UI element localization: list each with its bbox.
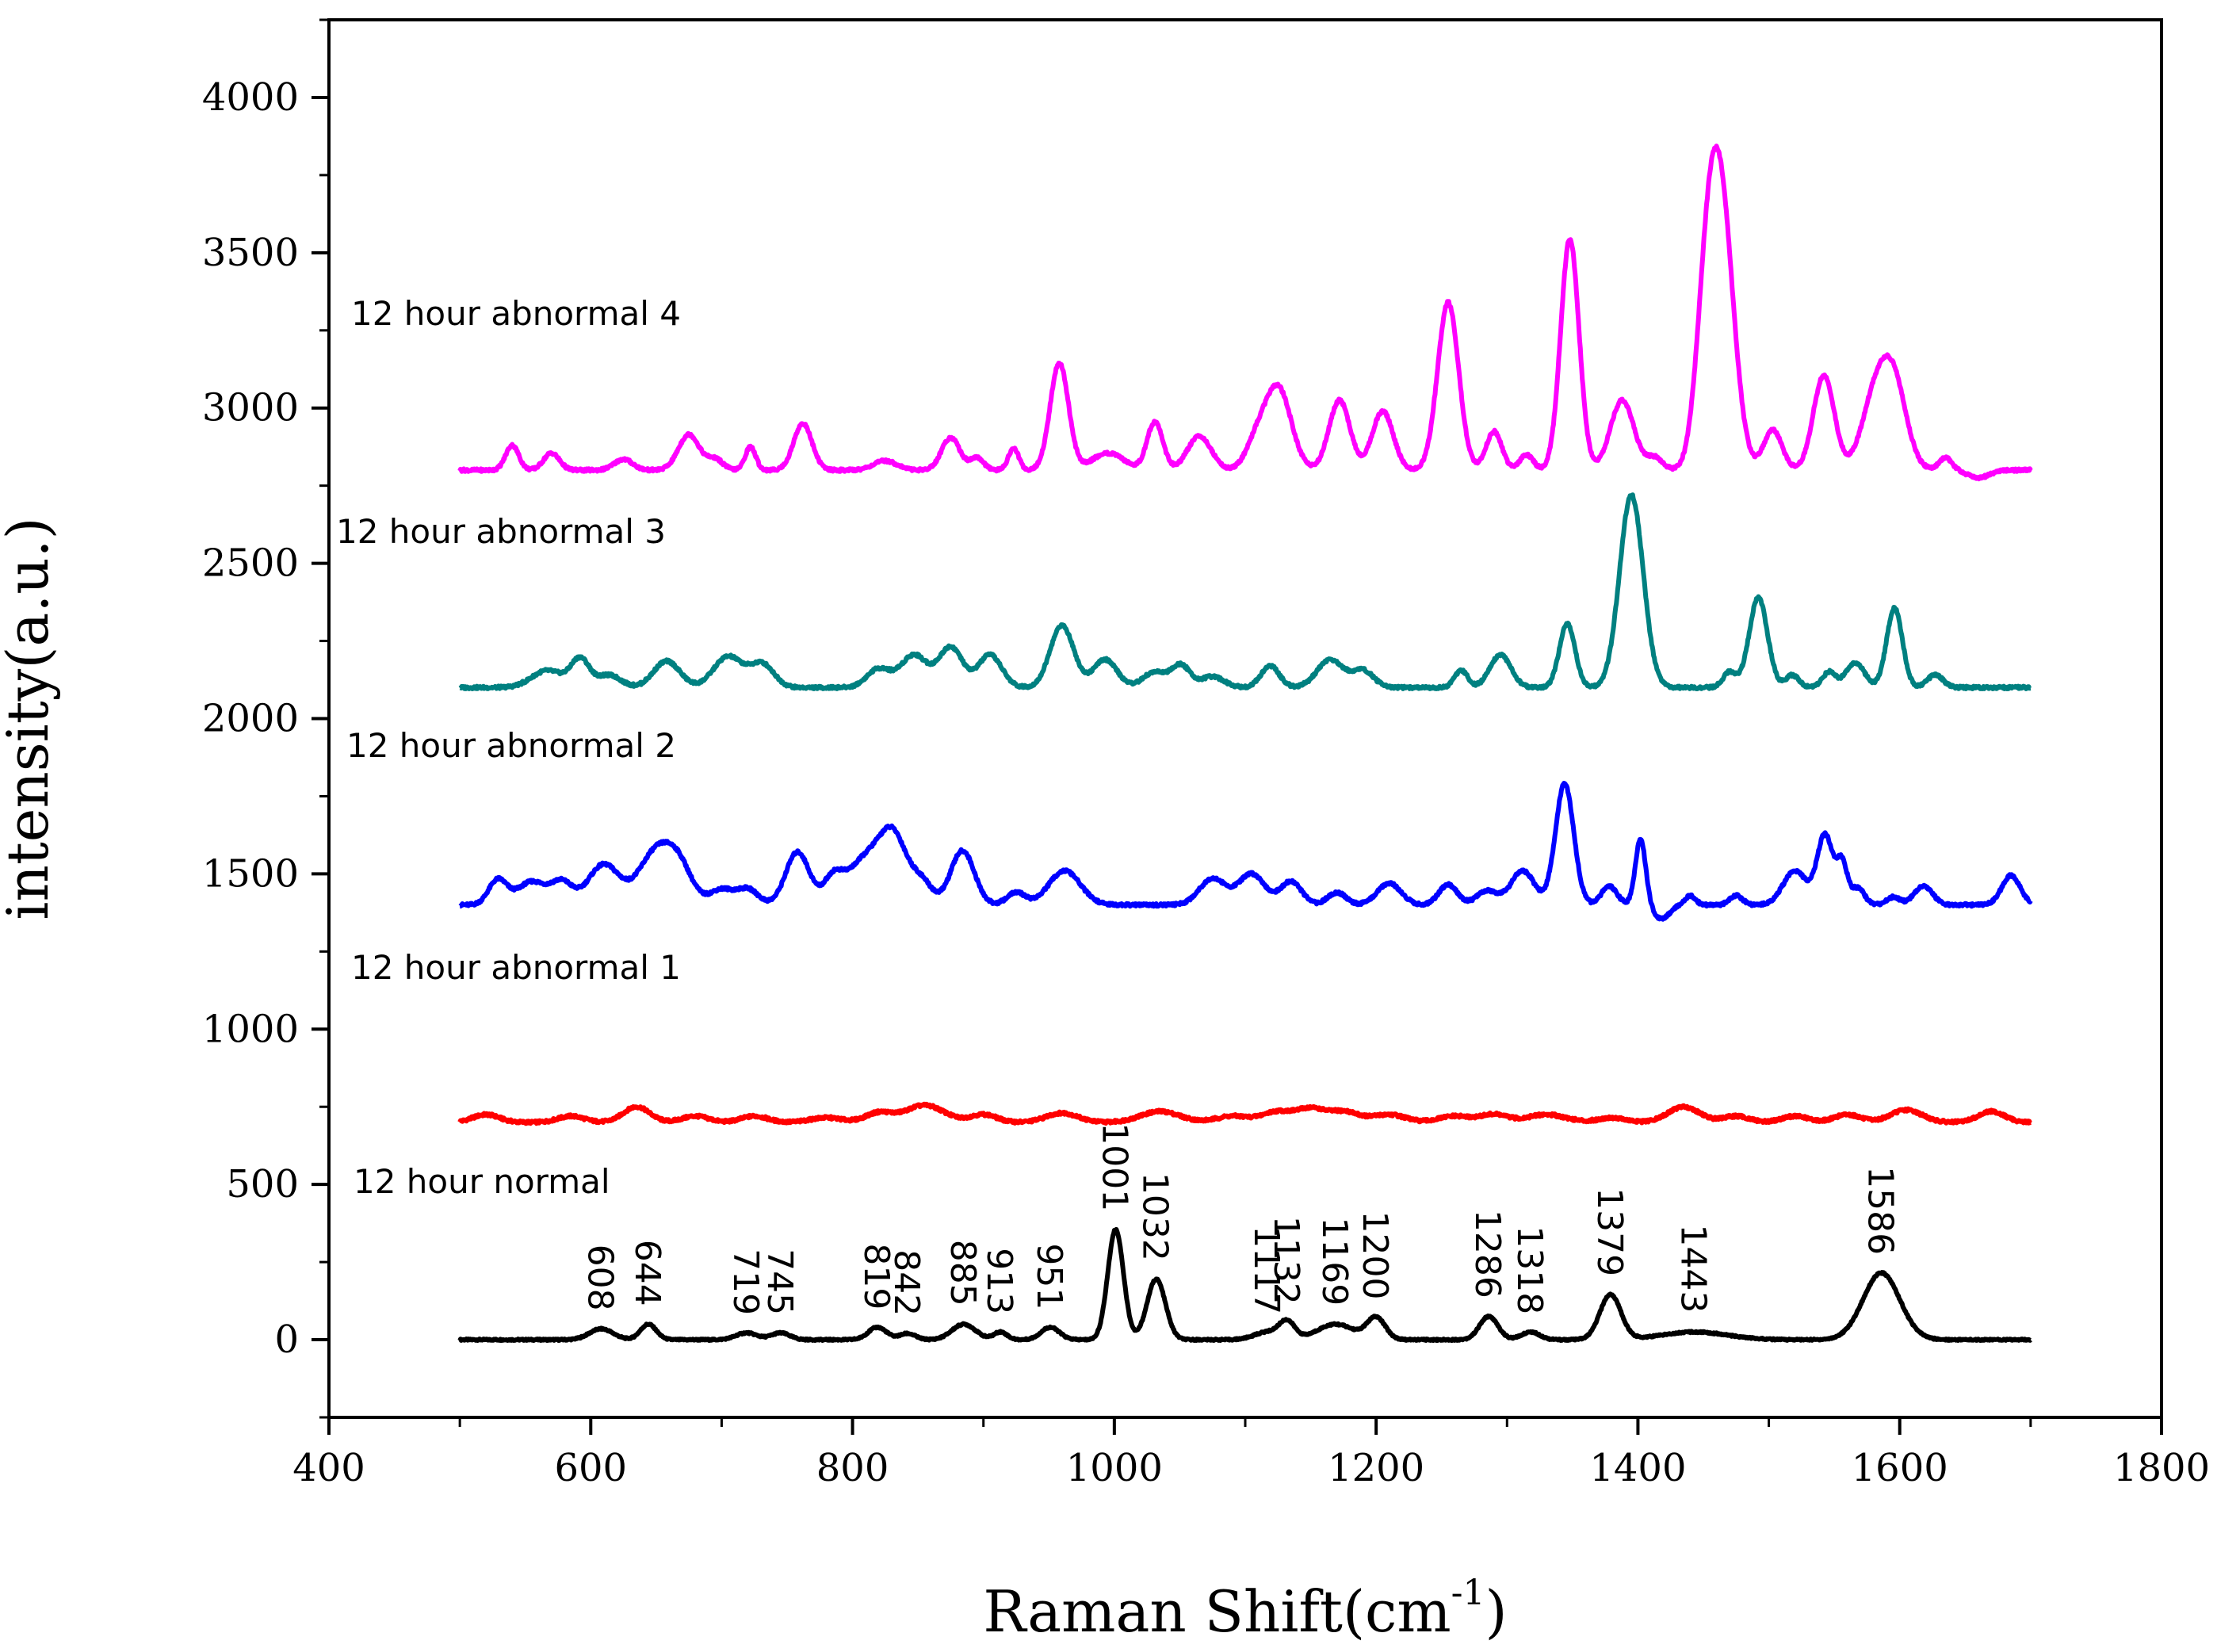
axes: 400 600 800 1000 1200 1400 1600 1800 0 500 1000 150… [202, 18, 2210, 1490]
series-legend-label: 12 hour abnormal 3 [336, 512, 666, 551]
peak-label: 1117 [1246, 1226, 1286, 1314]
y-tick-label: 3000 [202, 386, 299, 430]
peak-label: 1586 [1860, 1166, 1901, 1255]
peak-label: 885 [942, 1240, 983, 1306]
peak-label: 1169 [1314, 1217, 1355, 1306]
peak-label: 1379 [1589, 1187, 1630, 1276]
series-line [458, 492, 2032, 691]
x-tick-label: 1800 [2113, 1446, 2210, 1490]
series-line [457, 143, 2033, 482]
y-tick-label: 2500 [202, 541, 299, 586]
peak-label: 644 [627, 1240, 667, 1306]
x-axis-title: Raman Shift(cm-1) [983, 1573, 1507, 1645]
peak-label: 719 [725, 1249, 766, 1315]
series-legend-label: 12 hour abnormal 4 [351, 294, 681, 333]
x-tick-label: 1600 [1852, 1446, 1948, 1490]
y-axis-title: intensity(a.u.) [0, 517, 61, 920]
series-line [458, 781, 2033, 922]
x-tick-label: 800 [816, 1446, 889, 1490]
series-legend-label: 12 hour abnormal 1 [351, 948, 681, 987]
x-tick-label: 1000 [1066, 1446, 1163, 1490]
x-axis-title-main: Raman Shift(cm [983, 1578, 1451, 1645]
peak-label: 951 [1029, 1243, 1069, 1310]
y-tick-label: 2000 [202, 697, 299, 741]
peak-label: 913 [979, 1248, 1019, 1314]
x-tick-label: 600 [554, 1446, 627, 1490]
y-tick-label: 4000 [202, 75, 299, 120]
series-line [457, 1101, 2032, 1126]
peak-label: 1443 [1672, 1224, 1713, 1313]
y-tick-label: 1000 [202, 1007, 299, 1051]
peak-label: 1032 [1135, 1172, 1175, 1261]
y-tick-label: 0 [274, 1317, 299, 1362]
peak-label: 1318 [1509, 1226, 1550, 1314]
peak-label: 819 [856, 1243, 896, 1310]
series-legend-label: 12 hour abnormal 2 [346, 726, 676, 765]
series-labels: 12 hour normal 12 hour abnormal 1 12 hour … [336, 294, 681, 1201]
series-line [457, 1226, 2032, 1343]
x-tick-label: 1200 [1328, 1446, 1424, 1490]
y-tick-label: 3500 [202, 231, 299, 275]
y-tick-label: 500 [226, 1162, 299, 1206]
x-axis-title-close: ) [1485, 1578, 1508, 1645]
y-tick-label: 1500 [202, 851, 299, 896]
peak-label: 1200 [1355, 1210, 1395, 1299]
series-layer [457, 143, 2033, 1343]
peak-label: 1132 [1266, 1216, 1306, 1305]
series-legend-label: 12 hour normal [354, 1162, 610, 1201]
x-tick-label: 400 [292, 1446, 365, 1490]
x-tick-label: 1400 [1589, 1446, 1686, 1490]
peak-label: 608 [579, 1245, 620, 1311]
peak-label: 1286 [1467, 1210, 1508, 1298]
peak-label: 842 [886, 1249, 927, 1316]
x-axis-title-superscript: -1 [1451, 1573, 1485, 1613]
peak-label: 745 [759, 1249, 800, 1315]
peak-label: 1001 [1095, 1122, 1135, 1211]
